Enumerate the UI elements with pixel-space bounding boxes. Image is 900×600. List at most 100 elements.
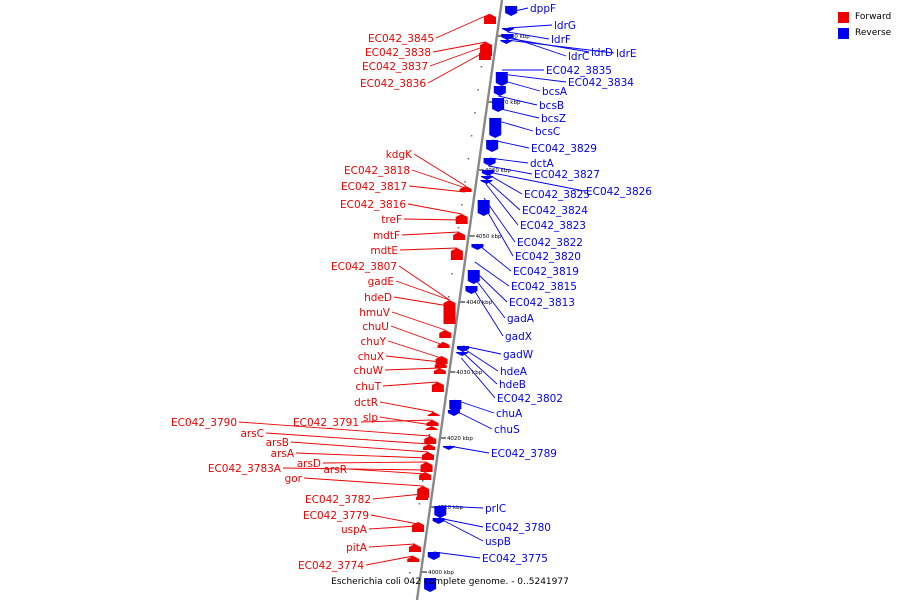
leader-line-bcsc — [494, 119, 534, 132]
leader-line-ldrf — [507, 31, 550, 40]
gene-label-ec042-3813[interactable]: EC042_3813 — [509, 297, 575, 309]
gene-label-ec042-3779[interactable]: EC042_3779 — [303, 510, 369, 522]
gene-label-ec042-3836[interactable]: EC042_3836 — [360, 78, 426, 90]
gene-label-mdte[interactable]: mdtE — [370, 245, 398, 257]
gene-label-ec042-3789[interactable]: EC042_3789 — [491, 448, 557, 460]
gene-label-bcsb[interactable]: bcsB — [539, 100, 564, 112]
gene-label-chut[interactable]: chuT — [356, 381, 382, 393]
gene-label-arsc[interactable]: arsC — [240, 428, 264, 440]
forward-gene-feature — [484, 14, 497, 24]
gene-label-mdtf[interactable]: mdtF — [373, 230, 400, 242]
gene-label-ec042-3790[interactable]: EC042_3790 — [171, 417, 237, 429]
gene-label-tref[interactable]: treF — [381, 214, 402, 226]
gene-label-hmuv[interactable]: hmuV — [359, 307, 391, 319]
gene-label-pita[interactable]: pitA — [346, 542, 368, 554]
legend-item-forward: Forward — [838, 9, 891, 25]
reverse-gene-feature — [481, 170, 494, 176]
gene-label-bcsz[interactable]: bcsZ — [541, 113, 566, 125]
gene-label-ec042-3838[interactable]: EC042_3838 — [365, 47, 431, 59]
reverse-gene-feature — [483, 158, 496, 166]
gene-label-chux[interactable]: chuX — [358, 351, 384, 363]
gene-label-ec042-3783a[interactable]: EC042_3783A — [208, 463, 282, 475]
legend-label-reverse: Reverse — [855, 28, 892, 38]
reverse-gene-feature — [432, 518, 445, 524]
gene-label-chua[interactable]: chuA — [496, 408, 523, 420]
gene-label-uspa[interactable]: uspA — [341, 524, 368, 536]
gene-label-ec042-3823[interactable]: EC042_3823 — [520, 220, 586, 232]
gene-label-slp[interactable]: slp — [363, 412, 378, 424]
grid-dot — [422, 480, 424, 482]
gene-label-chuu[interactable]: chuU — [362, 321, 389, 333]
gene-label-dcta[interactable]: dctA — [530, 158, 555, 170]
gene-label-ec042-3826[interactable]: EC042_3826 — [586, 186, 652, 198]
reverse-gene-feature — [493, 86, 506, 96]
gene-label-ec042-3775[interactable]: EC042_3775 — [482, 553, 548, 565]
gene-label-dppf[interactable]: dppF — [530, 3, 556, 15]
leader-line-ec042-3817 — [408, 185, 465, 193]
forward-gene-feature — [478, 50, 491, 60]
gene-label-ec042-3780[interactable]: EC042_3780 — [485, 522, 551, 534]
gene-label-ldre[interactable]: ldrE — [616, 48, 637, 60]
gene-label-gadx[interactable]: gadX — [505, 331, 532, 343]
gene-label-gade[interactable]: gadE — [368, 276, 394, 288]
gene-label-ec042-3774[interactable]: EC042_3774 — [298, 560, 364, 572]
gene-label-ec042-3845[interactable]: EC042_3845 — [368, 33, 434, 45]
scale-tick-label: 4010 kbp — [437, 505, 463, 511]
gene-label-chuw[interactable]: chuW — [354, 365, 384, 377]
gene-label-bcsc[interactable]: bcsC — [535, 126, 560, 138]
gene-label-chus[interactable]: chuS — [494, 424, 520, 436]
gene-label-hdeb[interactable]: hdeB — [499, 379, 526, 391]
gene-label-ec042-3825[interactable]: EC042_3825 — [524, 189, 590, 201]
gene-label-ec042-3815[interactable]: EC042_3815 — [511, 281, 577, 293]
leader-line-chuw — [384, 367, 440, 371]
gene-label-gor[interactable]: gor — [285, 473, 303, 485]
gene-label-bcsa[interactable]: bcsA — [542, 86, 568, 98]
gene-label-ldrg[interactable]: ldrG — [554, 20, 576, 32]
reverse-gene-feature — [442, 446, 455, 450]
gene-label-ec042-3782[interactable]: EC042_3782 — [305, 494, 371, 506]
leader-line-gor — [303, 477, 424, 487]
forward-gene-feature — [453, 232, 466, 240]
gene-label-ec042-3816[interactable]: EC042_3816 — [340, 199, 406, 211]
gene-label-ec042-3837[interactable]: EC042_3837 — [362, 61, 428, 73]
gene-label-prlc[interactable]: prlC — [485, 503, 506, 515]
gene-label-arsd[interactable]: arsD — [297, 458, 321, 470]
gene-label-ec042-3818[interactable]: EC042_3818 — [344, 165, 410, 177]
grid-dot — [451, 273, 453, 275]
gene-label-arsr[interactable]: arsR — [323, 464, 347, 476]
gene-label-ec042-3824[interactable]: EC042_3824 — [522, 205, 588, 217]
gene-label-ec042-3791[interactable]: EC042_3791 — [293, 417, 359, 429]
reverse-gene-feature — [456, 352, 469, 356]
gene-label-ec042-3834[interactable]: EC042_3834 — [568, 77, 634, 89]
gene-label-ec042-3822[interactable]: EC042_3822 — [517, 237, 583, 249]
gene-label-ldrc[interactable]: ldrC — [568, 51, 589, 63]
gene-label-ec042-3827[interactable]: EC042_3827 — [534, 169, 600, 181]
gene-label-ldrf[interactable]: ldrF — [551, 34, 571, 46]
gene-label-ec042-3820[interactable]: EC042_3820 — [515, 251, 581, 263]
reverse-gene-feature — [467, 270, 480, 284]
gene-label-ldrd[interactable]: ldrD — [591, 47, 613, 59]
gene-label-ec042-3802[interactable]: EC042_3802 — [497, 393, 563, 405]
leader-line-mdtf — [401, 231, 460, 236]
gene-label-arsa[interactable]: arsA — [271, 448, 295, 460]
gene-label-ec042-3807[interactable]: EC042_3807 — [331, 261, 397, 273]
gene-label-ec042-3835[interactable]: EC042_3835 — [546, 65, 612, 77]
leader-line-bcsz — [496, 107, 540, 119]
reverse-gene-feature — [447, 410, 460, 416]
scale-ticks: 4000 kbp 4010 kbp 4020 kbp 4030 kbp 4040 kbp… — [408, 20, 530, 576]
gene-label-ec042-3817[interactable]: EC042_3817 — [341, 181, 407, 193]
gene-label-arsb[interactable]: arsB — [266, 437, 289, 449]
leader-line-tref — [403, 218, 461, 221]
gene-label-hded[interactable]: hdeD — [364, 292, 392, 304]
gene-label-gadw[interactable]: gadW — [503, 349, 534, 361]
gene-label-ec042-3829[interactable]: EC042_3829 — [531, 143, 597, 155]
gene-label-chuy[interactable]: chuY — [361, 336, 387, 348]
gene-label-hdea[interactable]: hdeA — [500, 366, 528, 378]
gene-label-gada[interactable]: gadA — [507, 313, 535, 325]
gene-label-uspb[interactable]: uspB — [485, 536, 511, 548]
leader-line-chua — [455, 399, 495, 414]
gene-label-kdgk[interactable]: kdgK — [386, 149, 413, 161]
gene-label-dctr[interactable]: dctR — [354, 397, 378, 409]
gene-label-ec042-3819[interactable]: EC042_3819 — [513, 266, 579, 278]
